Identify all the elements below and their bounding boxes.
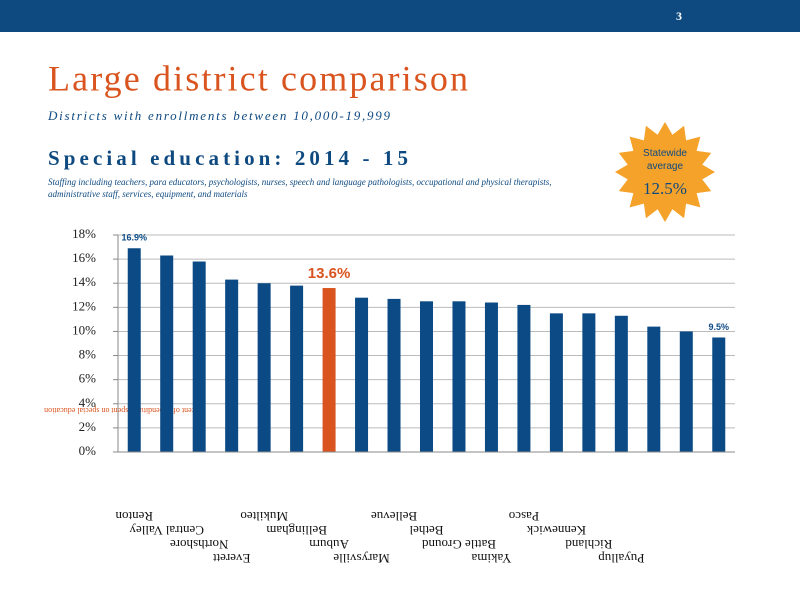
- bar: [647, 326, 661, 452]
- section-title: Special education: 2014 - 15: [48, 146, 408, 170]
- y-tick-label: 6%: [79, 371, 97, 386]
- bar: [225, 279, 239, 452]
- bar: [484, 302, 498, 452]
- x-tick-label: Bellingham: [266, 523, 327, 538]
- callout-star: [615, 122, 715, 222]
- value-label: 16.9%: [121, 233, 147, 243]
- x-tick-label: Auburn: [309, 537, 349, 552]
- bar: [679, 331, 693, 452]
- x-tick-label: Bethel: [409, 523, 443, 538]
- header-bar: [0, 0, 800, 32]
- y-tick-label: 10%: [72, 322, 96, 337]
- x-tick-label: Everett: [213, 551, 251, 566]
- bar: [127, 248, 141, 452]
- y-tick-label: 18%: [72, 226, 96, 241]
- bar: [355, 297, 369, 452]
- x-tick-label: Pasco: [509, 509, 539, 524]
- y-tick-label: 14%: [72, 274, 96, 289]
- x-tick-label: Northshore: [170, 537, 229, 552]
- x-tick-label: Richland: [565, 537, 612, 552]
- y-tick-label: 2%: [79, 419, 97, 434]
- bar: [614, 315, 628, 452]
- value-label: 13.6%: [308, 265, 351, 282]
- chart: 0% 2% 4% 6% 8% 10% 12% 14% 16% 18% Percent of expe…: [44, 226, 735, 566]
- x-tick-label: Kennewick: [526, 523, 586, 538]
- page-number: 3: [676, 9, 682, 23]
- x-tick-label: Puyallup: [598, 551, 644, 566]
- y-tick-label: 4%: [79, 395, 97, 410]
- bar: [582, 313, 596, 452]
- x-tick-label: Mukilteo: [240, 509, 288, 524]
- callout-label: Statewide average: [643, 148, 687, 172]
- y-tick-label: 16%: [72, 250, 96, 265]
- description-box: Staffing including teachers, para educat…: [48, 177, 552, 199]
- bar: [452, 301, 466, 452]
- bar: [160, 255, 174, 452]
- bar: [290, 285, 304, 452]
- x-tick-label: Central Valley: [129, 523, 204, 538]
- x-tick-label: Battle Ground: [421, 537, 496, 552]
- bar: [420, 301, 433, 452]
- y-tick-label: 12%: [72, 298, 96, 313]
- x-tick-label: Yakima: [471, 551, 511, 566]
- subtitle: Districts with enrollments between 10,00…: [47, 108, 391, 123]
- bar: [322, 288, 336, 452]
- callout-value: 12.5%: [643, 179, 687, 198]
- bar: [517, 304, 531, 452]
- title: Large district comparison: [48, 58, 468, 98]
- y-tick-label: 8%: [79, 347, 97, 362]
- description: Staffing including teachers, para educat…: [48, 177, 552, 199]
- bar: [549, 313, 563, 452]
- y-tick-label: 0%: [79, 443, 97, 458]
- value-label: 9.5%: [709, 322, 730, 332]
- x-tick-label: Marysville: [333, 551, 390, 566]
- y-axis-label: Percent of expenditures spent on special…: [44, 406, 206, 415]
- callout-label-box: Statewide average: [643, 148, 687, 172]
- bar: [387, 298, 401, 452]
- x-tick-label: Renton: [115, 509, 153, 524]
- bar: [257, 283, 271, 452]
- bar: [192, 261, 206, 452]
- x-tick-label: Bellevue: [371, 509, 417, 524]
- bar: [712, 337, 726, 452]
